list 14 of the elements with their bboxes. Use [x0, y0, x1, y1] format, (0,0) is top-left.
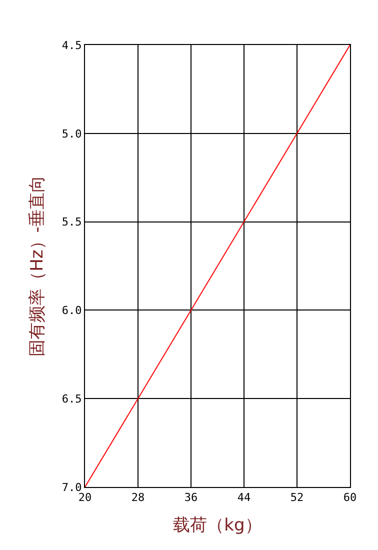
x-tick-label: 28 [131, 491, 145, 504]
y-tick-label: 5.5 [62, 216, 82, 229]
x-axis-title: 载荷（kg） [173, 516, 262, 536]
x-tick-label: 52 [290, 491, 304, 504]
x-tick-label: 44 [237, 491, 251, 504]
y-tick-label: 6.5 [62, 392, 82, 406]
y-tick-label: 7.0 [62, 480, 82, 494]
x-tick-label: 36 [184, 491, 198, 504]
y-tick-label: 6.0 [62, 304, 82, 318]
y-tick-label: 4.5 [62, 38, 82, 52]
y-axis-title: 固有频率（Hz）-垂直向 [27, 176, 48, 356]
x-tick-label: 20 [78, 491, 92, 504]
y-tick-label: 5.0 [62, 127, 82, 140]
x-tick-label: 60 [343, 491, 357, 504]
